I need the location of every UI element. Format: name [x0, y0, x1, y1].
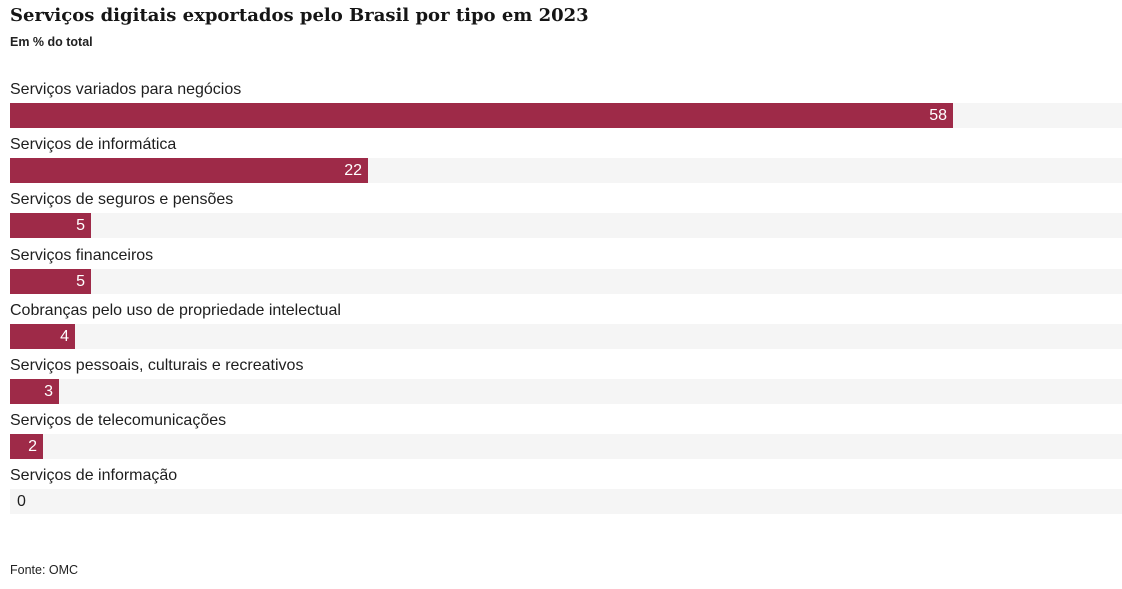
- bar-row: Serviços de informação 0: [10, 466, 1122, 516]
- bar-track: 2: [10, 434, 1122, 460]
- bar-row: Serviços pessoais, culturais e recreativ…: [10, 356, 1122, 406]
- bar: [10, 323, 75, 349]
- source-note: Fonte: OMC: [10, 563, 79, 577]
- chart-subtitle: Em % do total: [10, 35, 93, 49]
- bar-track: 4: [10, 323, 1122, 349]
- bar-row: Serviços financeiros 5: [10, 246, 1122, 296]
- value-label: 58: [929, 107, 947, 124]
- value-label: 3: [44, 383, 53, 400]
- category-label: Serviços financeiros: [10, 246, 154, 264]
- value-label: 22: [344, 162, 362, 180]
- bar-track: 0: [10, 489, 1122, 515]
- value-label: 2: [28, 438, 37, 456]
- bar: [10, 103, 953, 128]
- bar-track: 22: [10, 158, 1122, 184]
- bar: [10, 434, 43, 460]
- bar-track: 58: [10, 103, 1122, 128]
- chart-title: Serviços digitais exportados pelo Brasil…: [10, 5, 589, 26]
- category-label: Serviços de telecomunicações: [10, 412, 227, 430]
- bar-row: Serviços variados para negócios 58: [10, 80, 1122, 130]
- bar-track: 3: [10, 379, 1122, 404]
- bar-row: Serviços de telecomunicações 2: [10, 411, 1122, 461]
- category-label: Cobranças pelo uso de propriedade intele…: [10, 301, 341, 319]
- bar-row: Cobranças pelo uso de propriedade intele…: [10, 301, 1122, 351]
- value-label: 5: [76, 272, 85, 290]
- bar: [10, 158, 368, 184]
- bar: [10, 268, 91, 294]
- bar-row: Serviços de seguros e pensões 5: [10, 190, 1122, 240]
- bar-row: Serviços de informática 22: [10, 135, 1122, 185]
- bar-track: 5: [10, 213, 1122, 239]
- category-label: Serviços pessoais, culturais e recreativ…: [10, 357, 304, 374]
- value-label: 0: [17, 493, 26, 511]
- category-label: Serviços de seguros e pensões: [10, 191, 234, 209]
- category-label: Serviços variados para negócios: [10, 81, 242, 98]
- value-label: 4: [60, 327, 69, 345]
- bar: [10, 379, 59, 404]
- value-label: 5: [76, 217, 85, 235]
- bar-track: 5: [10, 268, 1122, 294]
- category-label: Serviços de informação: [10, 467, 178, 485]
- category-label: Serviços de informática: [10, 136, 177, 154]
- bar: [10, 213, 91, 239]
